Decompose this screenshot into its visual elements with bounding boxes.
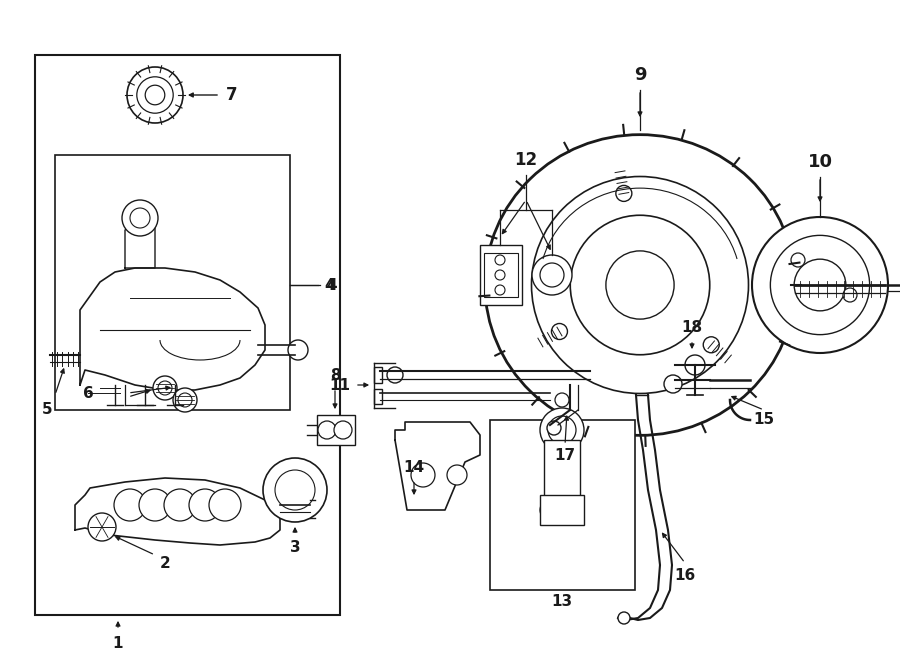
Bar: [317, 415, 355, 445]
Text: 6: 6: [83, 385, 94, 401]
Circle shape: [137, 77, 173, 113]
Circle shape: [447, 465, 467, 485]
Circle shape: [209, 489, 241, 521]
Text: 15: 15: [753, 412, 775, 428]
Circle shape: [752, 217, 888, 353]
Circle shape: [532, 255, 572, 295]
Circle shape: [122, 200, 158, 236]
Circle shape: [703, 336, 719, 353]
Bar: [490, 420, 635, 590]
Text: 2: 2: [159, 557, 170, 572]
Circle shape: [114, 489, 146, 521]
Polygon shape: [395, 422, 480, 510]
Circle shape: [158, 381, 172, 395]
Circle shape: [791, 253, 805, 267]
Circle shape: [606, 251, 674, 319]
Bar: [540, 495, 584, 525]
Text: 4: 4: [327, 278, 338, 293]
Circle shape: [334, 421, 352, 439]
Circle shape: [153, 376, 177, 400]
Circle shape: [288, 340, 308, 360]
Circle shape: [532, 176, 749, 393]
Circle shape: [130, 208, 150, 228]
Text: 1: 1: [112, 635, 123, 650]
Circle shape: [540, 263, 564, 287]
Circle shape: [664, 375, 682, 393]
Text: 9: 9: [634, 66, 646, 84]
Circle shape: [843, 288, 857, 302]
Text: 10: 10: [807, 153, 833, 171]
Circle shape: [685, 355, 705, 375]
Circle shape: [127, 67, 183, 123]
Text: 18: 18: [681, 321, 703, 336]
Bar: [55, 155, 290, 410]
Circle shape: [571, 215, 710, 355]
Polygon shape: [75, 478, 280, 545]
Circle shape: [555, 393, 569, 407]
Circle shape: [88, 513, 116, 541]
Text: 4: 4: [325, 278, 336, 293]
Circle shape: [139, 489, 171, 521]
Circle shape: [189, 489, 221, 521]
Circle shape: [164, 489, 196, 521]
Text: 7: 7: [226, 86, 238, 104]
Circle shape: [275, 470, 315, 510]
Bar: [374, 367, 382, 383]
Circle shape: [552, 323, 568, 340]
Bar: [35, 55, 340, 615]
Text: 3: 3: [290, 541, 301, 555]
Circle shape: [547, 421, 561, 435]
Circle shape: [540, 500, 560, 520]
Circle shape: [178, 393, 192, 407]
Circle shape: [145, 85, 165, 105]
Polygon shape: [125, 215, 155, 268]
Circle shape: [618, 612, 630, 624]
Circle shape: [540, 408, 584, 452]
Circle shape: [495, 270, 505, 280]
Text: 5: 5: [41, 403, 52, 418]
Circle shape: [495, 255, 505, 265]
Circle shape: [616, 186, 632, 202]
Ellipse shape: [485, 135, 795, 436]
Circle shape: [263, 458, 327, 522]
Polygon shape: [80, 268, 265, 390]
Circle shape: [318, 421, 336, 439]
Circle shape: [548, 416, 576, 444]
Text: 13: 13: [552, 594, 572, 609]
Text: 17: 17: [554, 449, 576, 463]
Circle shape: [173, 388, 197, 412]
Circle shape: [495, 285, 505, 295]
Text: 8: 8: [329, 368, 340, 383]
Text: 11: 11: [329, 377, 350, 393]
Circle shape: [564, 500, 584, 520]
Circle shape: [387, 367, 403, 383]
Bar: [374, 389, 382, 404]
Bar: [484, 253, 518, 297]
Text: 12: 12: [515, 151, 537, 169]
Circle shape: [770, 235, 869, 334]
Circle shape: [794, 259, 846, 311]
Bar: [480, 245, 522, 305]
Bar: [544, 440, 580, 500]
Text: 16: 16: [674, 568, 696, 582]
Circle shape: [411, 463, 435, 487]
Text: 14: 14: [403, 461, 425, 475]
